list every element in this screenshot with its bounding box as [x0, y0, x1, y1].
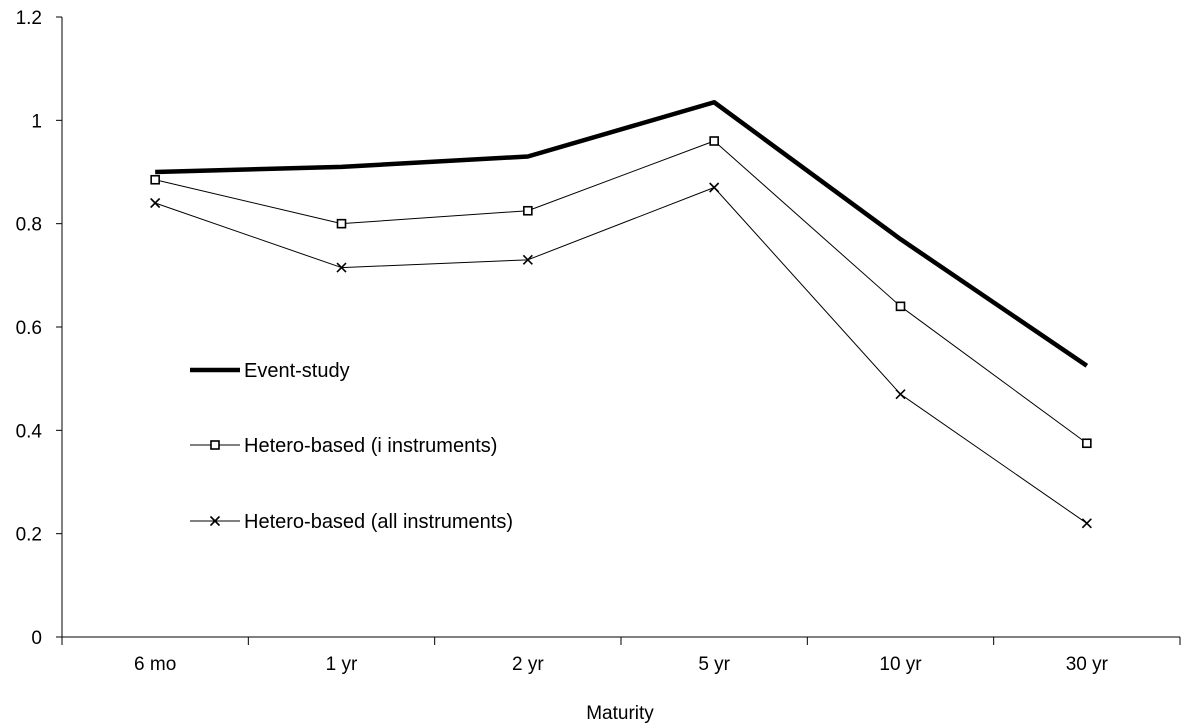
x-tick-label: 6 mo [134, 654, 176, 675]
data-point [150, 174, 160, 185]
legend-label: Hetero-based (i instruments) [244, 435, 497, 457]
y-tick-label: 0.4 [16, 421, 43, 442]
x-marker-stroke [895, 389, 906, 400]
legend: Event-study Hetero-based (i instruments) H… [190, 360, 513, 533]
legend-label: Hetero-based (all instruments) [244, 511, 513, 533]
legend-item: Hetero-based (all instruments) [190, 511, 513, 533]
data-point [150, 197, 161, 209]
data-point [1081, 518, 1092, 529]
y-tick-label: 0.8 [16, 215, 42, 236]
data-point [709, 182, 720, 193]
data-point [523, 205, 533, 216]
x-marker-stroke [522, 254, 533, 265]
series-layer [150, 100, 1092, 529]
x-tick-label: 10 yr [879, 654, 922, 675]
x-tick-label: 1 yr [326, 654, 358, 675]
series-line [155, 187, 1088, 524]
series-2 [150, 136, 1092, 449]
x-marker-stroke [336, 262, 347, 273]
y-tick-label: 0 [31, 628, 42, 649]
legend-item: Event-study [190, 360, 350, 382]
y-tick-label: 0.2 [16, 525, 42, 546]
y-tick-label: 1.2 [16, 8, 42, 29]
legend-item: Hetero-based (i instruments) [190, 435, 497, 457]
data-point [895, 301, 906, 312]
x-marker-stroke [209, 515, 221, 527]
data-point [522, 254, 533, 265]
axes: 0 0.2 0.4 0.6 0.8 1 1.2 6 mo 1 yr 2 yr 5 yr 10 yr 30… [16, 8, 1181, 675]
series-line [155, 140, 1088, 444]
y-tick-label: 1 [31, 111, 42, 132]
x-tick-label: 2 yr [512, 654, 544, 675]
series-3 [150, 182, 1092, 529]
series-1 [155, 100, 1089, 368]
x-axis-title: Maturity [586, 703, 654, 724]
legend-label: Event-study [244, 360, 350, 382]
series-line [155, 100, 1089, 368]
x-marker-stroke [1081, 518, 1092, 529]
x-marker-stroke [150, 197, 161, 209]
x-marker-stroke [709, 182, 720, 193]
data-point [336, 218, 347, 229]
legend-swatch-marker [209, 515, 221, 527]
y-tick-label: 0.6 [16, 318, 42, 339]
legend-swatch-marker [210, 440, 220, 450]
data-point [709, 136, 719, 146]
x-tick-label: 5 yr [698, 654, 730, 675]
data-point [895, 389, 906, 400]
data-point [1082, 438, 1092, 449]
data-point [336, 262, 347, 273]
x-tick-label: 30 yr [1066, 654, 1109, 675]
